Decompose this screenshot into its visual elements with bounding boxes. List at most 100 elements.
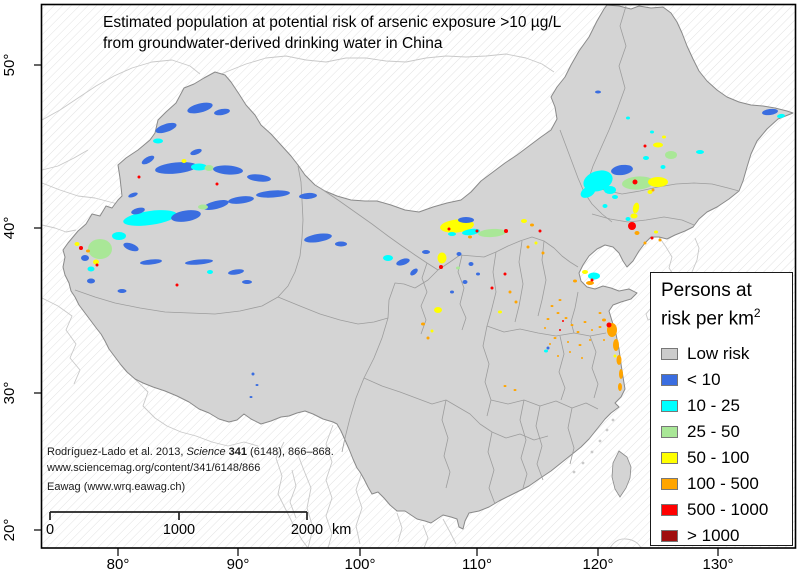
risk-patch	[256, 190, 290, 198]
risk-patch	[613, 339, 619, 351]
risk-patch	[503, 385, 507, 387]
risk-patch	[204, 165, 214, 171]
risk-patch	[175, 283, 179, 287]
risk-patch	[573, 279, 577, 283]
risk-patch	[228, 196, 254, 204]
risk-patch	[570, 324, 574, 326]
risk-patch	[421, 322, 425, 326]
risk-patch	[191, 163, 207, 171]
risk-patch	[581, 357, 583, 359]
risk-patch	[588, 272, 600, 280]
risk-patch	[777, 113, 785, 119]
risk-patch	[549, 343, 551, 345]
neighbor-borders	[41, 53, 714, 549]
risk-patch	[462, 228, 480, 236]
risk-patch	[665, 151, 677, 159]
risk-patch	[628, 222, 636, 230]
risk-patch	[228, 269, 244, 275]
risk-patch	[437, 252, 447, 264]
risk-patch	[612, 195, 618, 199]
risk-patch	[448, 232, 456, 236]
risk-patch	[153, 138, 163, 144]
risk-patch	[660, 165, 666, 169]
risk-patch	[648, 177, 668, 187]
risk-patch	[618, 383, 622, 391]
risk-patch	[586, 281, 594, 285]
risk-patch	[583, 321, 587, 323]
risk-patch	[410, 268, 418, 276]
risk-patch	[651, 188, 655, 192]
risk-patch	[190, 148, 202, 156]
risk-patch	[650, 130, 654, 134]
risk-patch	[580, 186, 596, 198]
risk-patch	[422, 250, 430, 254]
risk-patch	[426, 336, 430, 340]
risk-patch	[112, 232, 126, 240]
risk-patch	[546, 346, 550, 350]
risk-patch	[616, 355, 622, 365]
risk-patch	[544, 349, 548, 353]
risk-patch	[602, 204, 608, 208]
risk-patch	[155, 122, 177, 134]
risk-patch	[86, 249, 90, 253]
risk-patch	[762, 108, 778, 116]
risk-patch	[468, 235, 472, 239]
risk-patch	[622, 176, 654, 190]
risk-patch	[140, 259, 162, 265]
risk-patch	[87, 266, 95, 272]
risk-patch	[582, 270, 588, 274]
risk-patch	[117, 289, 127, 293]
risk-patch	[654, 230, 658, 234]
risk-patch	[625, 217, 631, 221]
risk-patch	[447, 227, 451, 231]
risk-patch	[430, 329, 434, 333]
risk-patch	[562, 320, 564, 322]
risk-patch	[632, 179, 638, 185]
risk-patch	[521, 219, 527, 223]
china-landmass	[62, 4, 794, 530]
risk-patch	[589, 339, 591, 341]
risk-patch	[590, 278, 594, 282]
risk-patch	[299, 192, 317, 200]
risk-patch	[538, 229, 542, 233]
risk-patch	[215, 182, 219, 186]
risk-patch	[526, 245, 530, 249]
risk-patch	[653, 142, 663, 148]
risk-patch	[450, 290, 454, 294]
risk-patch	[458, 217, 474, 223]
risk-patch	[137, 175, 141, 179]
scale-bar	[49, 511, 308, 520]
risk-patch	[434, 307, 442, 313]
risk-patch	[602, 318, 606, 322]
risk-patch	[504, 229, 508, 233]
axis-ticks	[34, 64, 719, 556]
risk-patch	[490, 286, 494, 290]
risk-patch	[213, 165, 243, 175]
risk-patch	[606, 322, 612, 328]
risk-patch	[249, 396, 253, 398]
risk-patch	[534, 241, 538, 245]
risk-patch	[541, 251, 545, 255]
risk-patch	[567, 341, 569, 343]
risk-patch	[242, 280, 252, 284]
risk-patch	[123, 242, 139, 252]
risk-patch	[643, 241, 647, 245]
risk-patch	[304, 233, 332, 243]
risk-patch	[546, 318, 550, 320]
risk-patch	[604, 186, 616, 194]
risk-patch	[74, 242, 80, 246]
risk-patch	[462, 280, 468, 284]
risk-patch	[626, 116, 630, 120]
risk-patch	[530, 223, 534, 227]
risk-patch	[79, 246, 83, 250]
risk-patch	[187, 102, 213, 114]
risk-patch	[569, 351, 571, 353]
risk-patch	[81, 255, 89, 261]
risk-patch	[643, 156, 649, 160]
risk-patch	[503, 272, 507, 276]
risk-patch	[468, 262, 474, 266]
risk-patch	[396, 258, 410, 266]
risk-patch	[88, 239, 112, 259]
risk-patch	[198, 204, 208, 210]
